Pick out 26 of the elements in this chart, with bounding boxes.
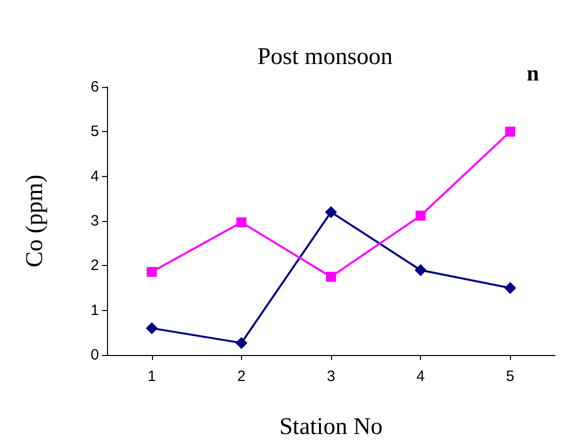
point bbox=[504, 282, 516, 294]
point bbox=[326, 272, 336, 282]
y-tick-label: 5 bbox=[90, 123, 99, 140]
x-tick-label: 4 bbox=[416, 368, 425, 385]
point bbox=[325, 206, 337, 218]
point bbox=[236, 217, 246, 228]
x-tick-label: 3 bbox=[326, 368, 336, 385]
x-axis-title: Station No bbox=[279, 414, 383, 440]
point bbox=[146, 322, 158, 334]
x-tick-label: 2 bbox=[237, 368, 246, 385]
y-axis-title: Co (ppm) bbox=[22, 174, 48, 268]
y-tick-label: 3 bbox=[90, 212, 99, 230]
point bbox=[414, 264, 427, 276]
y-tick-label: 6 bbox=[90, 78, 99, 96]
y-tick-label: 4 bbox=[90, 168, 99, 185]
x-tick-label: 1 bbox=[148, 368, 156, 385]
point bbox=[146, 266, 157, 277]
point bbox=[416, 210, 426, 221]
text: n bbox=[526, 60, 540, 86]
y-tick-label: 0 bbox=[90, 346, 99, 364]
x-tick-label: 5 bbox=[506, 368, 514, 385]
y-tick-label: 2 bbox=[90, 257, 99, 274]
chart-title: Post monsoon bbox=[257, 44, 393, 70]
point bbox=[505, 126, 516, 137]
y-tick-label: 1 bbox=[90, 302, 99, 319]
point bbox=[235, 336, 248, 349]
